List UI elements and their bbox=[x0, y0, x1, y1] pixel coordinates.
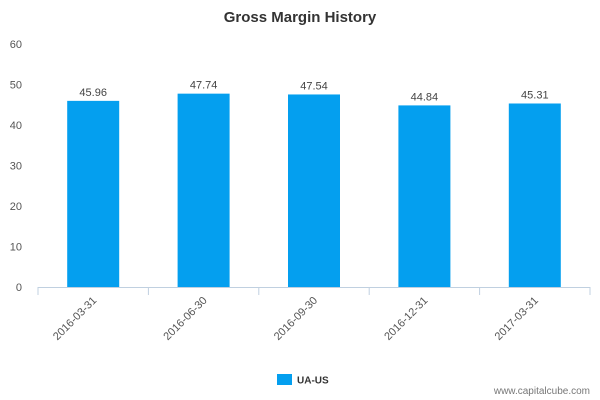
watermark: www.capitalcube.com bbox=[493, 386, 590, 397]
bar-2016-03-31[interactable] bbox=[67, 100, 120, 287]
y-tick-label: 10 bbox=[10, 242, 22, 254]
data-label: 45.96 bbox=[79, 87, 107, 99]
y-axis: 0 10 20 30 40 50 60 bbox=[10, 39, 22, 294]
chart-title: Gross Margin History bbox=[224, 9, 377, 26]
y-tick-label: 30 bbox=[10, 161, 22, 173]
y-tick-label: 20 bbox=[10, 201, 22, 213]
bar-2016-06-30[interactable] bbox=[177, 93, 230, 287]
data-label: 44.84 bbox=[411, 91, 439, 103]
y-tick-label: 50 bbox=[10, 80, 22, 92]
y-tick-label: 60 bbox=[10, 39, 22, 51]
legend-swatch-ua-us bbox=[277, 374, 292, 385]
legend-label-ua-us: UA-US bbox=[297, 376, 329, 387]
data-label: 47.74 bbox=[190, 80, 218, 92]
x-axis: 2016-03-31 2016-06-30 2016-09-30 2016-12-31… bbox=[37, 287, 591, 343]
bar-2017-03-31[interactable] bbox=[508, 103, 561, 287]
y-tick-label: 0 bbox=[16, 282, 22, 294]
data-label: 45.31 bbox=[521, 89, 549, 101]
data-label: 47.54 bbox=[300, 80, 328, 92]
bar-2016-12-31[interactable] bbox=[398, 105, 451, 287]
x-tick-label: 2016-09-30 bbox=[272, 295, 320, 343]
legend[interactable]: UA-US bbox=[277, 374, 329, 387]
bar-2016-09-30[interactable] bbox=[288, 94, 340, 287]
x-tick-label: 2016-12-31 bbox=[382, 295, 430, 343]
y-tick-label: 40 bbox=[10, 120, 22, 132]
bar-series bbox=[67, 93, 561, 287]
x-tick-label: 2016-03-31 bbox=[51, 295, 99, 343]
x-tick-label: 2016-06-30 bbox=[161, 295, 209, 343]
x-tick-label: 2017-03-31 bbox=[493, 295, 541, 343]
data-labels: 45.96 47.74 47.54 44.84 45.31 bbox=[79, 80, 548, 104]
